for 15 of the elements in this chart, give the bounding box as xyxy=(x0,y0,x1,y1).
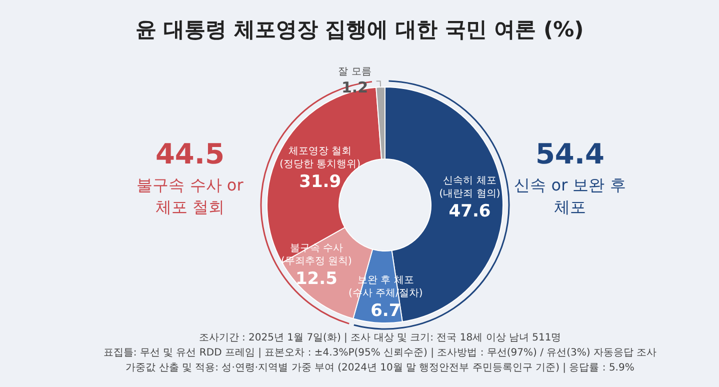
chart-title: 윤 대통령 체포영장 집행에 대한 국민 여론 (%) xyxy=(135,18,584,42)
slice-label: 잘 모름 xyxy=(338,66,372,78)
data-label: 31.9 xyxy=(299,172,342,192)
text: 불구속 수사 or 체포 철회 xyxy=(136,176,244,216)
slice-label: 신속히 체포 (내란죄 혐의) xyxy=(439,176,500,200)
data-label: 6.7 xyxy=(370,300,401,321)
text: 54.4 xyxy=(535,138,605,170)
text: 44.5 xyxy=(155,138,225,170)
text: 표집틀: 무선 및 유선 RDD 프레임 | 표본오차 : ±4.3%P(95% 신뢰수준) | 조사방법 : 무선(97%) / 유선(3%) 자동응답 조사 xyxy=(103,348,657,358)
data-label: 12.5 xyxy=(295,268,338,289)
text: 가중값 산출 및 적용: 성·연령·지역별 가중 부여 (2024년 10월 말 행정안전부 주민등록인구 기준) | 응답률 : 5.9% xyxy=(126,362,634,374)
text: 신속 or 보완 후 체포 xyxy=(514,176,626,216)
slice-label: 체포영장 철회 (정당한 통치행위) xyxy=(280,146,361,170)
data-label: 47.6 xyxy=(448,202,491,222)
text: 조사기간 : 2025년 1월 7일(화) | 조사 대상 및 크기: 전국 18세 이상 남녀 511명 xyxy=(198,332,562,344)
